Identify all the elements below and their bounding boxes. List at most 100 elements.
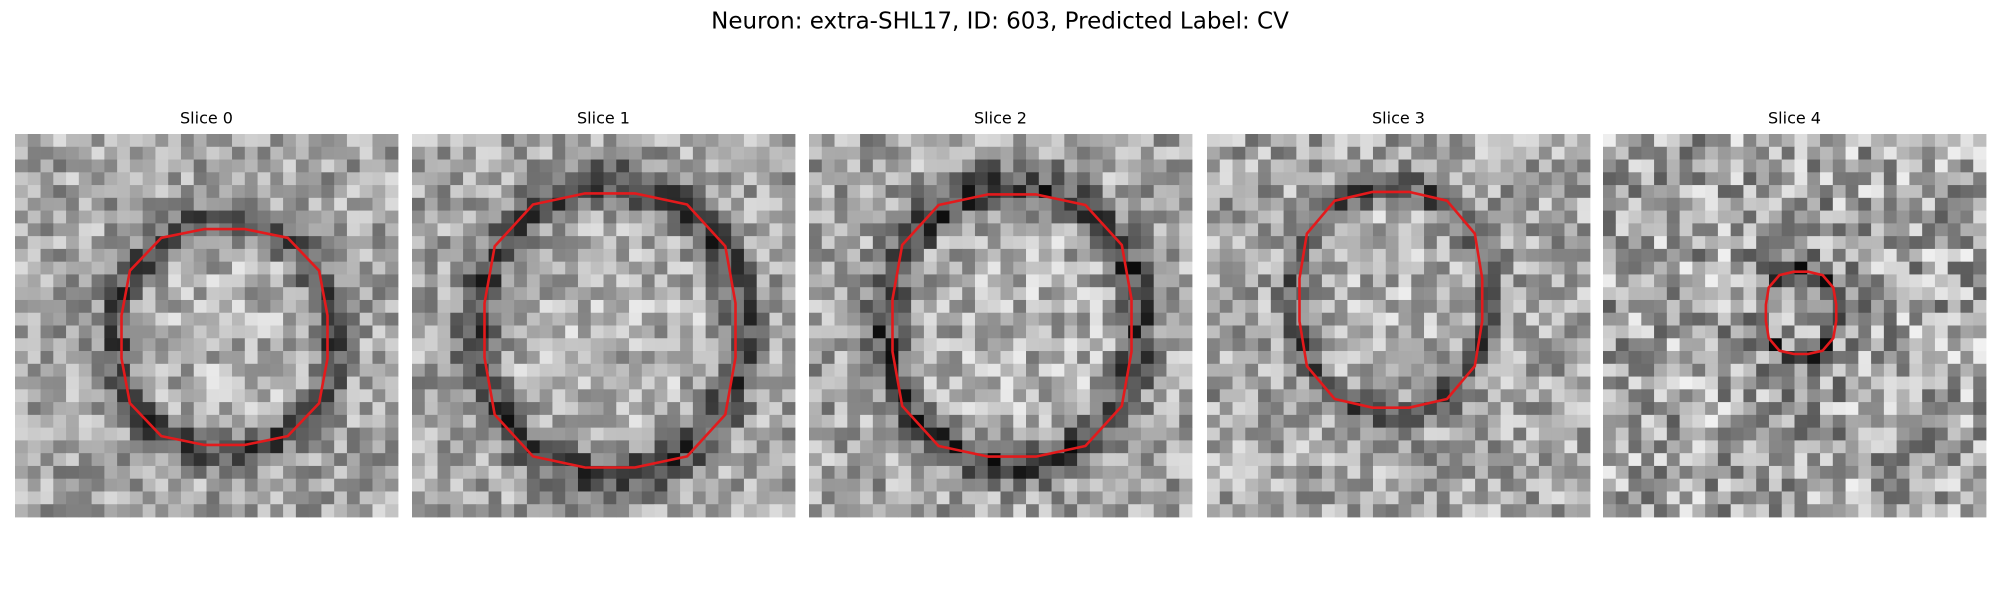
pixel [1513, 453, 1527, 467]
pixel [898, 325, 912, 339]
pixel [1219, 197, 1233, 211]
pixel [847, 287, 861, 301]
pixel [962, 146, 976, 160]
pixel [1705, 402, 1719, 416]
pixel [1372, 491, 1387, 505]
pixel [1896, 465, 1910, 480]
pixel [1666, 248, 1680, 263]
pixel [1538, 376, 1553, 390]
pixel [372, 299, 386, 314]
pixel [1896, 376, 1910, 390]
pixel [1500, 338, 1514, 352]
pixel [475, 440, 489, 454]
pixel [1794, 453, 1808, 467]
pixel [1603, 261, 1617, 275]
pixel [1166, 172, 1180, 186]
pixel [1115, 465, 1129, 480]
pixel [1077, 414, 1091, 429]
pixel [654, 172, 668, 186]
pixel [244, 299, 258, 314]
pixel [949, 351, 963, 365]
pixel [1858, 351, 1872, 365]
pixel [27, 312, 41, 326]
pixel [1179, 325, 1193, 339]
pixel [782, 478, 796, 492]
pixel [1922, 351, 1936, 365]
pixel [1000, 389, 1014, 403]
pixel [1871, 146, 1885, 160]
pixel [898, 299, 912, 314]
pixel [539, 491, 553, 505]
pixel [1296, 504, 1310, 518]
pixel [359, 146, 373, 160]
pixel [1296, 465, 1310, 480]
pixel [1730, 236, 1744, 250]
pixel [1934, 172, 1949, 186]
pixel [834, 414, 848, 429]
pixel [1845, 172, 1859, 186]
pixel [40, 427, 54, 441]
pixel [1270, 465, 1284, 480]
pixel [1551, 312, 1565, 326]
pixel [769, 197, 783, 211]
pixel [731, 159, 745, 173]
pixel [1871, 453, 1885, 467]
pixel [1219, 325, 1233, 339]
pixel [1871, 376, 1885, 390]
pixel [1038, 351, 1052, 365]
pixel [629, 453, 643, 467]
pixel [962, 427, 976, 441]
pixel [142, 504, 156, 518]
pixel [372, 491, 386, 505]
pixel [769, 351, 783, 365]
pixel [1153, 351, 1167, 365]
pixel [475, 389, 489, 403]
pixel [66, 325, 80, 339]
pixel [270, 261, 284, 275]
pixel [244, 427, 258, 441]
pixel [654, 325, 668, 339]
pixel [155, 146, 169, 160]
pixel [155, 312, 169, 326]
pixel [1577, 363, 1591, 377]
pixel [911, 185, 925, 199]
pixel [1309, 236, 1323, 250]
pixel [860, 465, 874, 480]
pixel [1934, 440, 1949, 454]
pixel [898, 185, 912, 199]
pixel [168, 197, 182, 211]
pixel [1436, 325, 1450, 339]
pixel [821, 465, 835, 480]
pixel [359, 414, 373, 429]
pixel [66, 159, 80, 173]
pixel [769, 312, 783, 326]
pixel [962, 478, 976, 492]
pixel [1219, 134, 1233, 148]
pixel [206, 376, 220, 390]
pixel [834, 312, 848, 326]
pixel [1411, 248, 1425, 263]
pixel [756, 299, 770, 314]
pixel [539, 312, 553, 326]
pixel [1232, 261, 1246, 275]
pixel [731, 478, 745, 492]
pixel [629, 427, 643, 441]
pixel [577, 440, 592, 454]
pixel [1526, 414, 1540, 429]
pixel [1207, 427, 1221, 441]
pixel [244, 338, 258, 352]
pixel [1102, 274, 1116, 288]
pixel [629, 325, 643, 339]
pixel [616, 287, 630, 301]
pixel [1883, 478, 1898, 492]
pixel [756, 287, 770, 301]
pixel [244, 363, 258, 377]
pixel [1166, 504, 1180, 518]
pixel [974, 159, 989, 173]
pixel [27, 146, 41, 160]
pixel [1922, 261, 1936, 275]
pixel [885, 223, 899, 237]
pixel [334, 134, 348, 148]
pixel [1934, 146, 1949, 160]
pixel [1475, 491, 1489, 505]
